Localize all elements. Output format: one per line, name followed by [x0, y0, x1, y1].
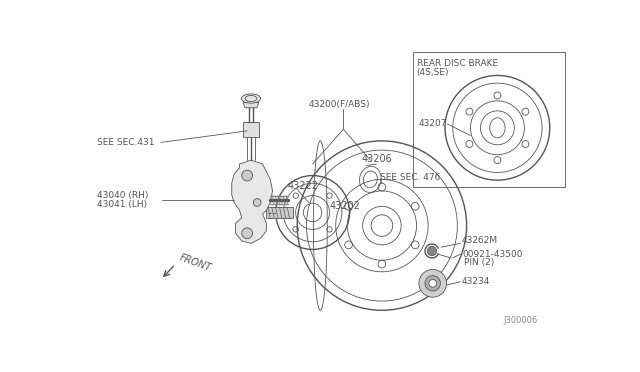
- Text: REAR DISC BRAKE: REAR DISC BRAKE: [417, 59, 498, 68]
- Text: 43262M: 43262M: [462, 237, 498, 246]
- Bar: [413, 52, 565, 187]
- Text: SEE SEC. 476: SEE SEC. 476: [380, 173, 441, 182]
- Circle shape: [425, 276, 440, 291]
- Text: SEE SEC.431: SEE SEC.431: [97, 138, 154, 147]
- Circle shape: [419, 269, 447, 297]
- Polygon shape: [232, 160, 273, 243]
- Polygon shape: [243, 102, 259, 108]
- Bar: [243, 122, 259, 137]
- Text: 43040 (RH): 43040 (RH): [97, 191, 148, 200]
- Text: (4S,SE): (4S,SE): [417, 68, 449, 77]
- Text: 43200(F/ABS): 43200(F/ABS): [308, 100, 371, 109]
- Text: FRONT: FRONT: [178, 252, 212, 273]
- Circle shape: [429, 279, 436, 287]
- Text: 43202: 43202: [330, 201, 360, 211]
- Text: 00921-43500: 00921-43500: [462, 250, 522, 259]
- Circle shape: [242, 228, 253, 239]
- Text: 43041 (LH): 43041 (LH): [97, 200, 147, 209]
- Text: 43206: 43206: [361, 154, 392, 164]
- Text: PIN (2): PIN (2): [464, 258, 495, 267]
- Circle shape: [371, 215, 393, 236]
- Text: 43222: 43222: [288, 180, 319, 190]
- Text: 43207: 43207: [419, 119, 447, 128]
- Circle shape: [242, 170, 253, 181]
- Bar: [266, 207, 293, 218]
- Text: J300006: J300006: [504, 316, 538, 325]
- Text: 43234: 43234: [462, 277, 490, 286]
- Ellipse shape: [241, 94, 260, 103]
- Circle shape: [428, 246, 436, 256]
- Circle shape: [253, 199, 261, 206]
